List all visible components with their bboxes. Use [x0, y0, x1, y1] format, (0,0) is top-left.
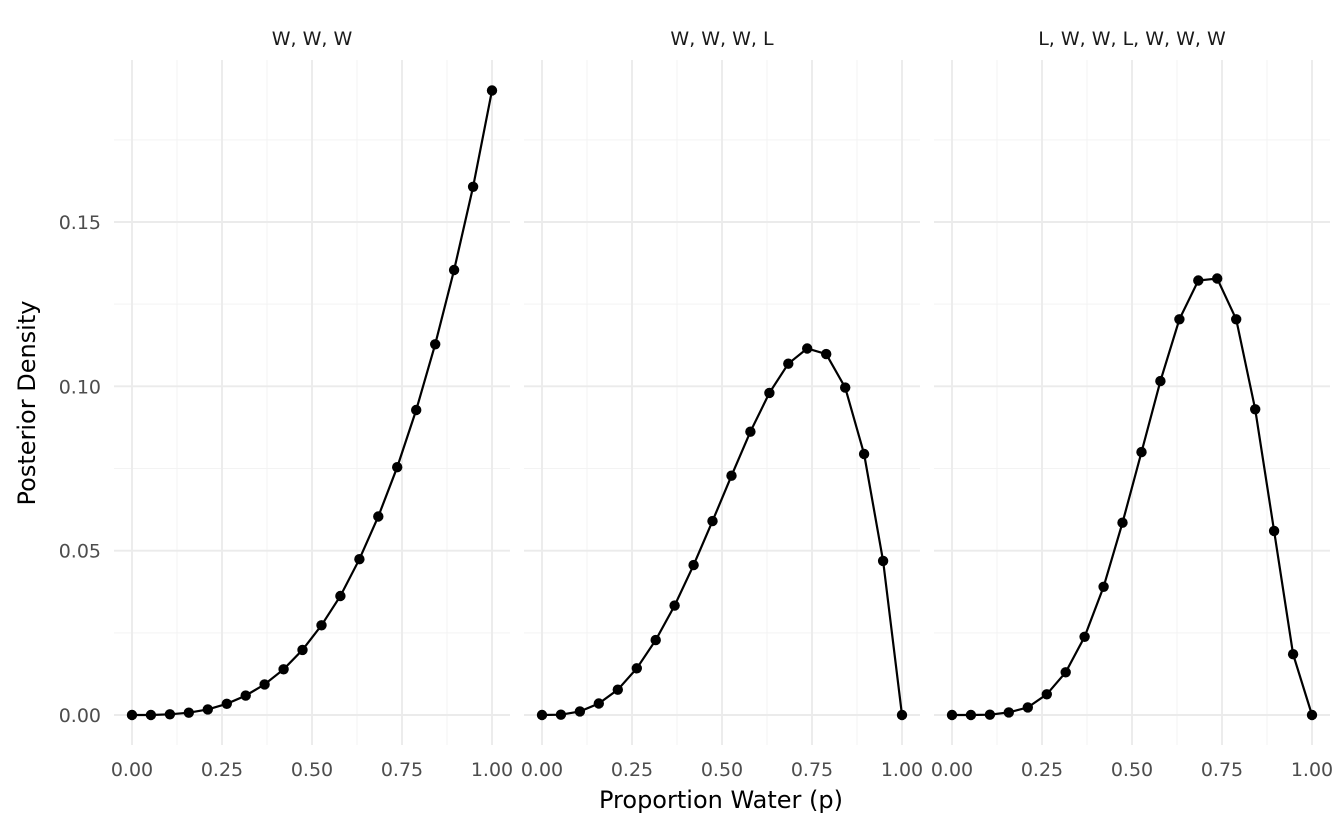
data-point: [430, 339, 441, 350]
data-point: [164, 709, 176, 720]
data-point: [840, 382, 851, 393]
data-point: [1174, 314, 1185, 325]
panel-title-3: L, W, W, L, W, W, W: [1038, 28, 1226, 50]
data-point: [726, 470, 737, 481]
y-tick-label: 0.15: [59, 212, 101, 234]
data-point: [1268, 525, 1280, 537]
data-point: [1250, 404, 1261, 415]
data-point: [448, 264, 460, 276]
data-point: [316, 620, 327, 631]
data-point: [1155, 375, 1166, 387]
data-point: [536, 709, 548, 721]
x-tick-label: 0.75: [381, 759, 423, 781]
data-point: [555, 709, 567, 720]
x-tick-label: 0.50: [1111, 759, 1153, 781]
data-point: [278, 664, 289, 675]
data-point: [745, 426, 756, 437]
x-tick-label: 1.00: [471, 759, 513, 781]
data-point: [1079, 631, 1090, 642]
x-tick-label: 1.00: [881, 759, 923, 781]
data-point: [1098, 581, 1109, 592]
data-point: [1041, 689, 1053, 700]
data-point: [1193, 275, 1204, 286]
data-point: [631, 663, 642, 674]
data-point: [486, 85, 498, 96]
data-point: [297, 644, 308, 656]
data-point: [802, 343, 813, 354]
data-point: [221, 698, 232, 709]
data-point: [145, 709, 157, 721]
data-point: [877, 555, 889, 567]
data-point: [574, 706, 586, 717]
data-point: [1117, 517, 1128, 528]
data-point: [1231, 314, 1242, 325]
data-point: [612, 684, 623, 695]
data-point: [593, 698, 604, 709]
x-tick-label: 0.50: [291, 759, 333, 781]
x-tick-label: 0.00: [521, 759, 563, 781]
x-tick-label: 0.25: [1021, 759, 1063, 781]
data-point: [946, 709, 958, 721]
data-point: [965, 709, 977, 721]
data-point: [1212, 273, 1223, 284]
y-tick-label: 0.05: [59, 541, 101, 563]
data-point: [783, 358, 794, 369]
panel-title-2: W, W, W, L: [670, 28, 774, 50]
x-tick-label: 0.00: [111, 759, 153, 781]
data-point: [1287, 649, 1299, 660]
data-point: [335, 590, 346, 602]
x-tick-label: 0.75: [1201, 759, 1243, 781]
data-point: [411, 404, 422, 416]
x-tick-label: 0.25: [201, 759, 243, 781]
data-point: [669, 600, 680, 611]
data-point: [1136, 446, 1147, 458]
data-point: [354, 554, 365, 565]
y-axis-title: Posterior Density: [13, 301, 41, 506]
x-tick-label: 0.25: [611, 759, 653, 781]
data-point: [650, 634, 661, 646]
data-point: [467, 181, 479, 192]
data-point: [707, 515, 718, 527]
x-tick-label: 1.00: [1291, 759, 1333, 781]
data-point: [392, 462, 403, 473]
data-point: [896, 709, 908, 721]
data-point: [1003, 707, 1014, 718]
data-point: [1060, 667, 1071, 678]
data-point: [259, 679, 270, 690]
data-point: [126, 709, 138, 721]
data-point: [858, 448, 870, 460]
data-point: [373, 511, 384, 522]
data-point: [202, 704, 213, 715]
y-tick-label: 0.00: [59, 705, 101, 727]
data-point: [240, 690, 251, 701]
data-point: [821, 348, 832, 360]
data-point: [688, 559, 699, 571]
data-point: [183, 707, 194, 718]
y-tick-label: 0.10: [59, 376, 101, 398]
x-tick-label: 0.00: [931, 759, 973, 781]
x-tick-label: 0.50: [701, 759, 743, 781]
panel-title-1: W, W, W: [272, 28, 353, 50]
data-point: [984, 709, 996, 720]
x-axis-title: Proportion Water (p): [599, 786, 843, 814]
data-point: [1022, 702, 1033, 713]
x-tick-label: 0.75: [791, 759, 833, 781]
data-point: [1306, 709, 1318, 721]
data-point: [764, 387, 775, 399]
